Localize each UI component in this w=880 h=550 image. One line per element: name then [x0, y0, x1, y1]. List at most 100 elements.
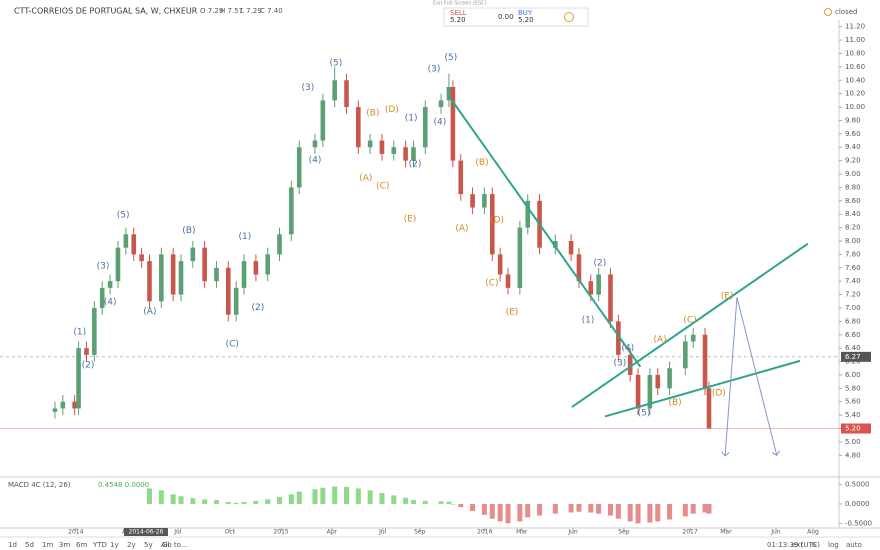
- sell-label[interactable]: SELL: [450, 9, 467, 17]
- wave-label: (2): [409, 159, 422, 169]
- macd-bar: [525, 503, 531, 518]
- macd-bar: [596, 503, 602, 514]
- y-tick-label: 9.80: [845, 116, 861, 124]
- sell-price[interactable]: 5.20: [450, 16, 466, 24]
- range-button[interactable]: 1y: [110, 541, 119, 549]
- candle-body: [683, 341, 688, 369]
- goto[interactable]: Go to...: [162, 541, 188, 549]
- macd-bar: [655, 503, 661, 522]
- candle-body: [379, 140, 385, 154]
- wave-label: (1): [582, 316, 595, 326]
- macd-bar: [667, 503, 673, 520]
- range-button[interactable]: All: [161, 541, 170, 549]
- macd-bar: [537, 503, 543, 516]
- trend-line: [571, 242, 809, 408]
- candle-body: [423, 107, 428, 148]
- macd-bar: [607, 503, 613, 516]
- macd-bar: [422, 500, 428, 504]
- candle-body: [505, 274, 511, 288]
- candle-body: [60, 401, 66, 409]
- macd-bar: [470, 503, 476, 511]
- wave-label: (B): [366, 109, 379, 119]
- buy-price[interactable]: 5.20: [518, 16, 534, 24]
- macd-bar: [241, 502, 247, 504]
- axis-option[interactable]: auto: [846, 541, 862, 549]
- wave-label: (E): [721, 291, 734, 301]
- last-price-box: [841, 423, 871, 434]
- axis-option[interactable]: ext: [792, 541, 803, 549]
- candle-body: [190, 247, 196, 262]
- macd-bar: [277, 496, 283, 504]
- wave-label: (4): [621, 344, 634, 354]
- range-button[interactable]: 1d: [8, 541, 17, 549]
- y-tick-label: 5.40: [845, 411, 861, 419]
- x-tick-label: 2014: [68, 529, 83, 536]
- candle-body: [690, 334, 696, 342]
- buy-label[interactable]: BUY: [518, 9, 533, 17]
- wave-label: (1): [238, 232, 251, 242]
- status-icon: [824, 8, 832, 16]
- y-tick-label: 5.00: [845, 438, 861, 446]
- x-tick-label: Jun: [770, 529, 781, 536]
- candle-body: [320, 100, 326, 141]
- wave-label: (C): [226, 340, 239, 350]
- x-tick-label: 2016: [477, 529, 492, 536]
- wave-label: (D): [490, 216, 504, 226]
- info-icon[interactable]: [564, 12, 574, 22]
- candle-body: [706, 388, 712, 429]
- trend-line: [604, 359, 801, 418]
- y-tick-label: 6.80: [845, 317, 861, 325]
- wave-label: (5): [329, 58, 342, 68]
- candle-body: [147, 261, 152, 302]
- wave-label: (2): [251, 303, 264, 313]
- y-tick-label: 4.80: [845, 451, 861, 459]
- x-tick-label: Sep: [618, 529, 630, 536]
- wave-label: (2): [82, 360, 95, 370]
- range-button[interactable]: 5d: [25, 541, 34, 549]
- macd-bar: [312, 489, 318, 504]
- x-tick-label: Mar: [720, 529, 732, 536]
- ohlc-item: O 7.29: [200, 7, 223, 15]
- range-button[interactable]: 3m: [59, 541, 70, 549]
- y-tick-label: 9.00: [845, 170, 861, 178]
- candle-body: [277, 234, 282, 255]
- macd-bar: [296, 491, 302, 504]
- axis-option[interactable]: log: [828, 541, 839, 549]
- y-tick-label: 8.00: [845, 237, 861, 245]
- candle-body: [159, 254, 164, 302]
- ohlc-item: H 7.57: [220, 7, 243, 15]
- wave-label: (C): [376, 182, 389, 192]
- macd-bar: [158, 490, 164, 504]
- candle-body: [214, 267, 219, 282]
- candle-body: [139, 254, 144, 262]
- macd-bar: [446, 501, 452, 504]
- wave-label: (C): [485, 279, 498, 289]
- candle-body: [131, 234, 137, 255]
- wave-label: (E): [404, 214, 417, 224]
- macd-bar: [552, 503, 558, 514]
- axis-option[interactable]: %: [810, 541, 817, 549]
- range-button[interactable]: 1m: [42, 541, 53, 549]
- candle-body: [568, 241, 574, 255]
- macd-y-tick-label: -0.5000: [845, 519, 872, 527]
- macd-bar: [288, 494, 294, 504]
- y-tick-label: 10.80: [845, 49, 865, 57]
- range-button[interactable]: 2y: [127, 541, 136, 549]
- candle-body: [627, 354, 633, 375]
- wave-label: (B): [668, 398, 681, 408]
- wave-label: (A): [143, 307, 156, 317]
- x-tick-label: Sep: [414, 529, 426, 536]
- y-tick-label: 8.60: [845, 197, 861, 205]
- exit-fullscreen[interactable]: Exit Full Screen (ESC): [433, 1, 487, 7]
- wave-label: (4): [309, 155, 322, 165]
- range-button[interactable]: 5y: [144, 541, 153, 549]
- macd-bar: [497, 503, 503, 522]
- range-button[interactable]: 6m: [76, 541, 87, 549]
- spread: 0.00: [498, 13, 514, 21]
- range-button[interactable]: YTD: [92, 541, 107, 549]
- wave-label: (3): [302, 83, 315, 93]
- candle-body: [92, 307, 97, 355]
- x-tick-label: Mar: [516, 529, 528, 536]
- macd-bar: [225, 502, 231, 504]
- candle-body: [391, 147, 397, 154]
